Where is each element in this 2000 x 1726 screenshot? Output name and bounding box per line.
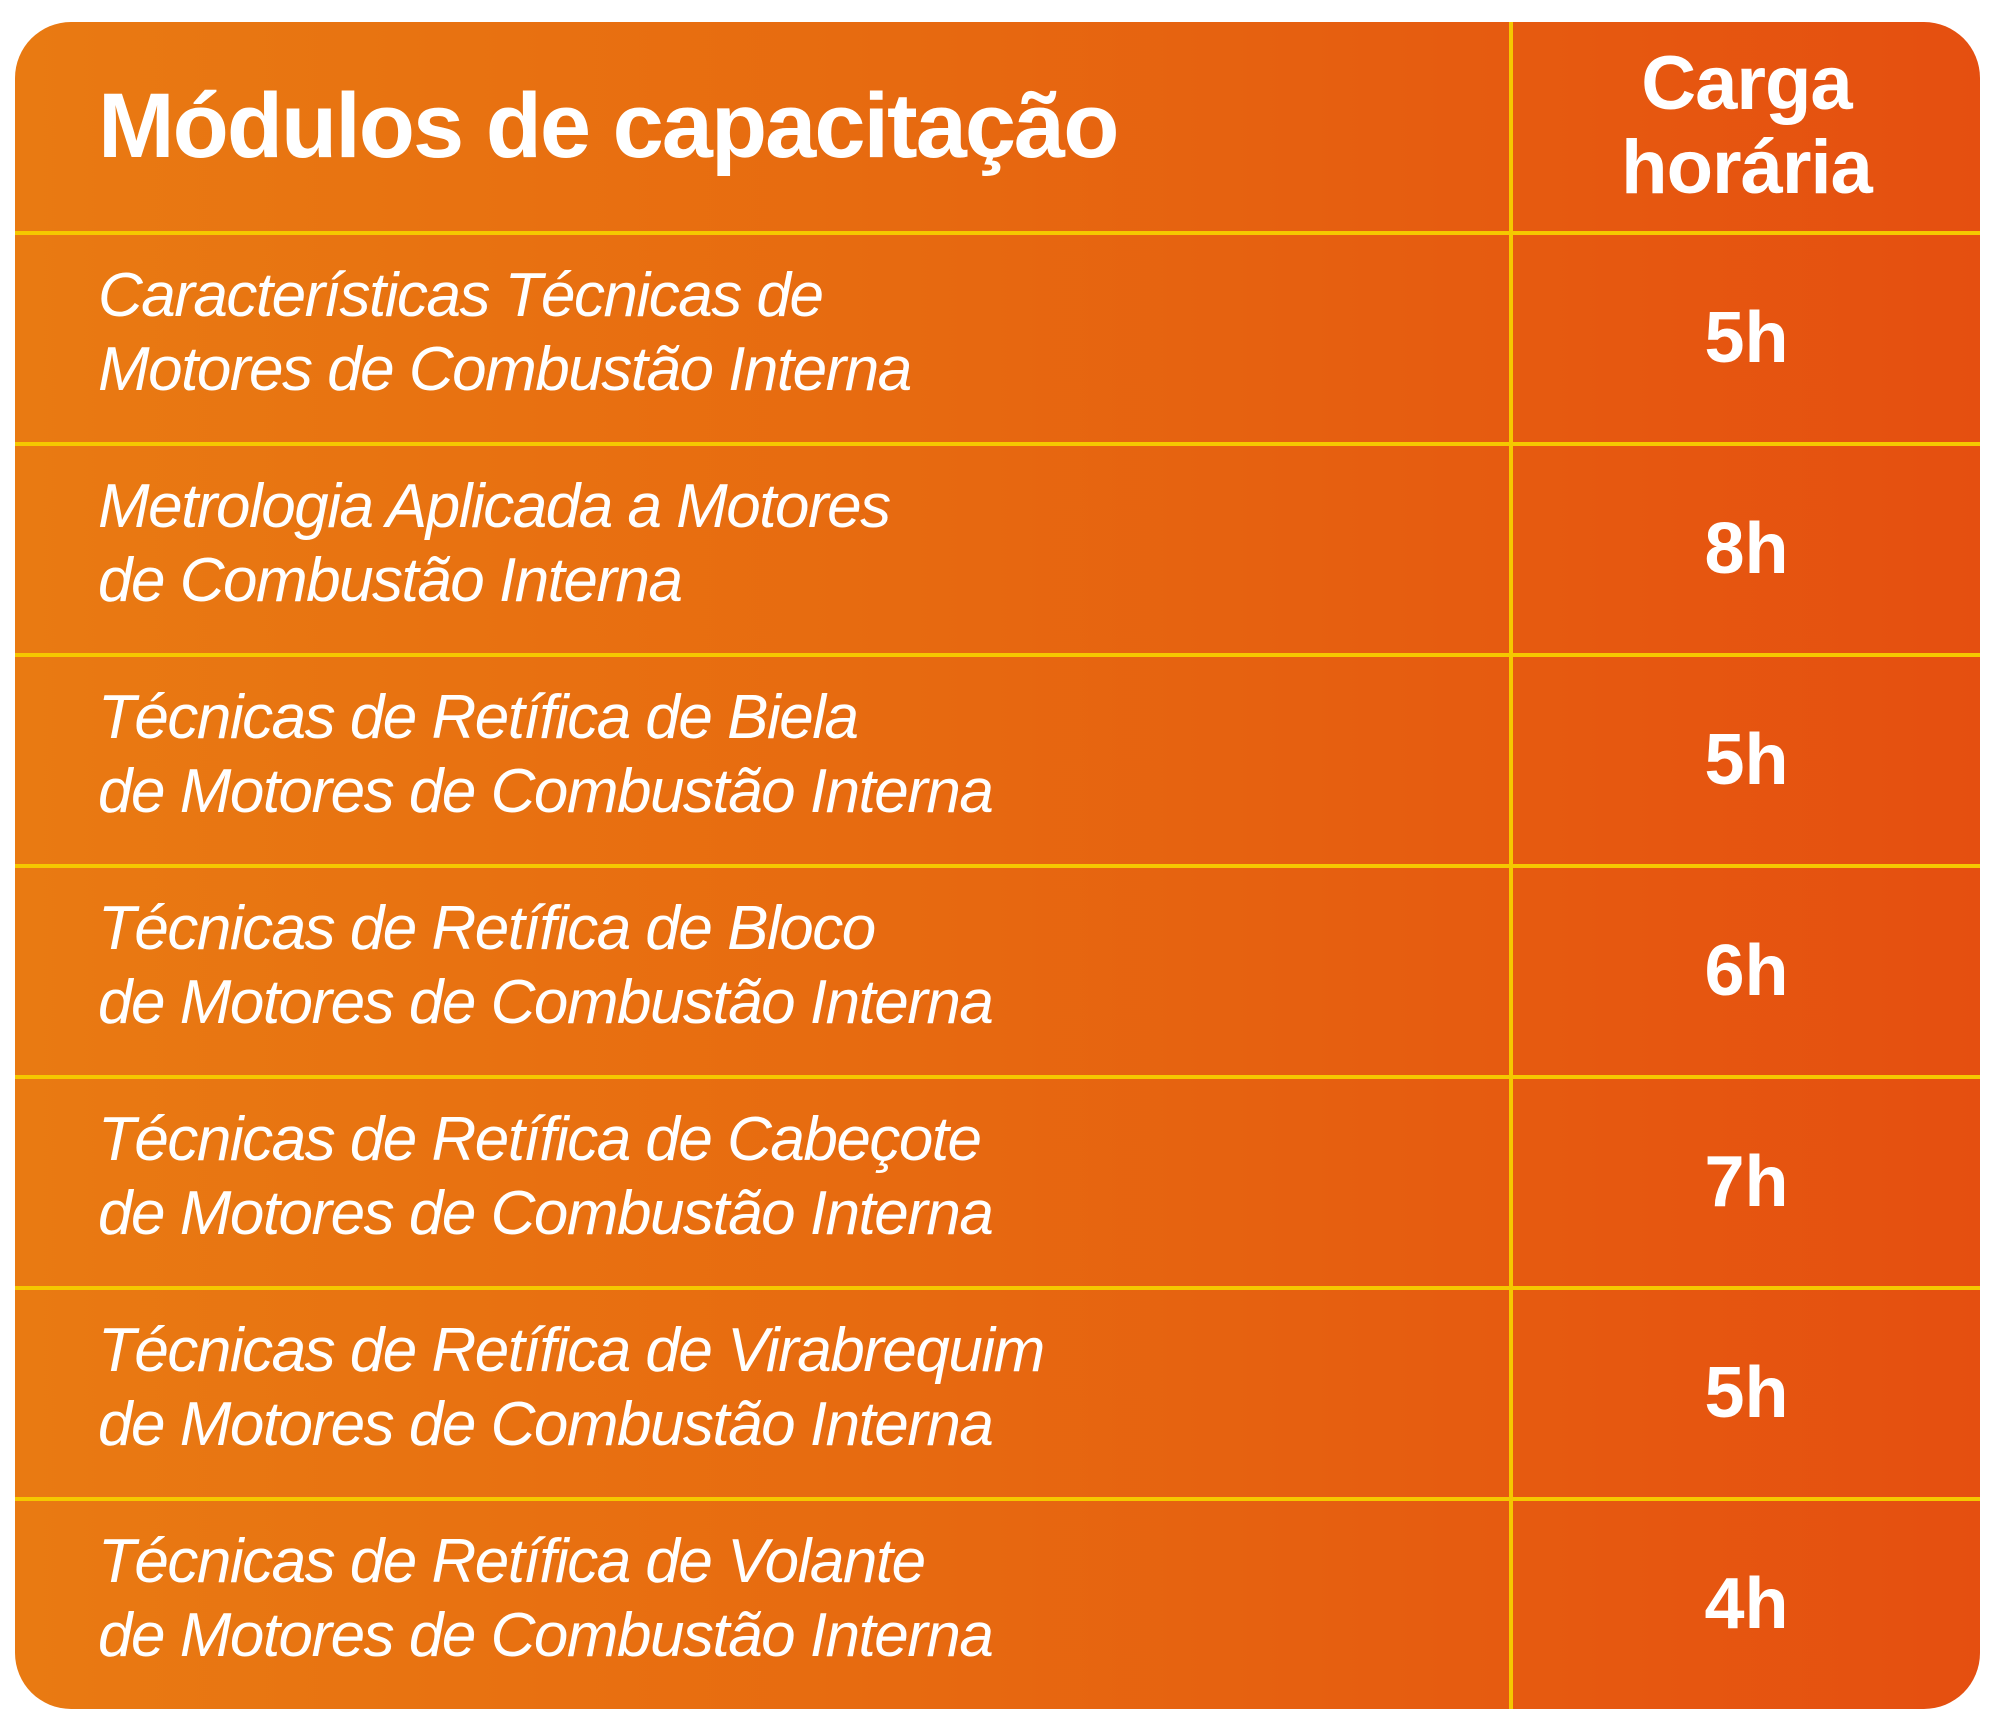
module-hours: 5h (1704, 720, 1789, 800)
table-row: Técnicas de Retífica de Virabrequim de M… (15, 1288, 1980, 1499)
module-name: Técnicas de Retífica de Virabrequim de M… (98, 1316, 1045, 1459)
row-divider (15, 442, 1980, 446)
module-hours: 5h (1704, 298, 1789, 378)
table-row: Técnicas de Retífica de Cabeçote de Moto… (15, 1077, 1980, 1288)
module-hours: 5h (1704, 1353, 1789, 1433)
module-hours: 4h (1704, 1564, 1789, 1644)
module-hours: 7h (1704, 1142, 1789, 1222)
table-row: Técnicas de Retífica de Bloco de Motores… (15, 866, 1980, 1077)
row-divider (15, 1286, 1980, 1290)
column-divider (1509, 22, 1513, 1709)
table-row: Características Técnicas de Motores de C… (15, 233, 1980, 444)
modules-table: Módulos de capacitação Carga horária Car… (15, 22, 1980, 1709)
row-divider (15, 1497, 1980, 1501)
module-name: Técnicas de Retífica de Bloco de Motores… (98, 894, 994, 1037)
header-hours: Carga horária (1621, 41, 1873, 210)
module-name: Metrologia Aplicada a Motores de Combust… (98, 472, 891, 615)
module-hours: 6h (1704, 931, 1789, 1011)
row-divider (15, 653, 1980, 657)
row-divider (15, 231, 1980, 235)
table-row: Técnicas de Retífica de Volante de Motor… (15, 1499, 1980, 1709)
table-header: Módulos de capacitação Carga horária (15, 22, 1980, 233)
module-name: Técnicas de Retífica de Biela de Motores… (98, 683, 994, 826)
module-name: Características Técnicas de Motores de C… (98, 261, 912, 404)
row-divider (15, 1075, 1980, 1079)
module-hours: 8h (1704, 509, 1789, 589)
module-name: Técnicas de Retífica de Cabeçote de Moto… (98, 1105, 994, 1248)
row-divider (15, 864, 1980, 868)
module-name: Técnicas de Retífica de Volante de Motor… (98, 1527, 994, 1670)
table-row: Técnicas de Retífica de Biela de Motores… (15, 655, 1980, 866)
table-row: Metrologia Aplicada a Motores de Combust… (15, 444, 1980, 655)
header-modules: Módulos de capacitação (98, 75, 1119, 177)
